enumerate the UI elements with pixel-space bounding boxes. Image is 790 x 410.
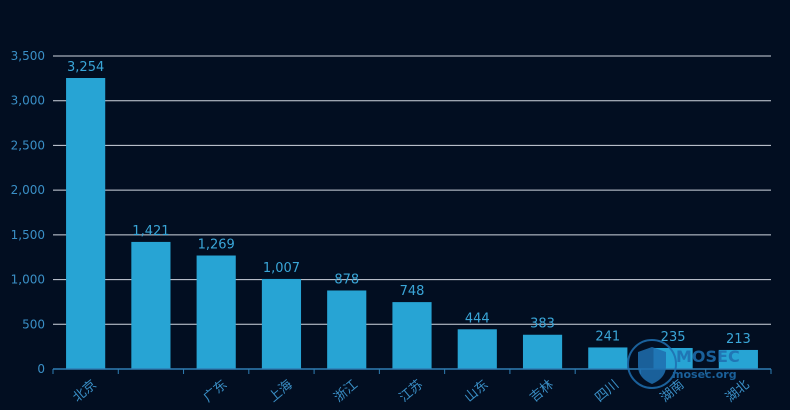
bar bbox=[392, 302, 432, 369]
y-tick-label: 0 bbox=[37, 362, 45, 376]
data-label: 383 bbox=[530, 317, 555, 332]
bar bbox=[196, 255, 236, 369]
y-axis-ticks: 0 500 1,000 1,500 2,000 2,500 3,000 3,500 bbox=[11, 49, 45, 376]
y-tick-label: 3,000 bbox=[11, 94, 45, 108]
bars bbox=[66, 77, 758, 370]
bar bbox=[457, 329, 497, 369]
y-tick-label: 500 bbox=[22, 317, 45, 331]
data-labels: 3,254 1,421 1,269 1,007 878 748 444 383 241 235 21… bbox=[67, 60, 751, 347]
data-label: 3,254 bbox=[67, 60, 104, 75]
x-category-label: 上海 bbox=[266, 377, 296, 405]
x-category-label: 广东 bbox=[201, 377, 231, 405]
x-category-label: 江苏 bbox=[396, 377, 426, 406]
y-tick-label: 2,000 bbox=[11, 183, 45, 197]
bar bbox=[588, 347, 628, 369]
data-label: 444 bbox=[465, 311, 490, 326]
x-category-label: 吉林 bbox=[527, 377, 557, 405]
watermark-url: mosec.org bbox=[672, 368, 737, 381]
watermark-ring bbox=[627, 339, 677, 389]
y-tick-label: 1,000 bbox=[11, 273, 45, 287]
bar bbox=[261, 278, 302, 369]
data-label: 1,421 bbox=[132, 224, 169, 239]
watermark-brand: MOSEC bbox=[676, 347, 740, 366]
x-category-label: 四川 bbox=[592, 377, 622, 405]
data-label: 748 bbox=[400, 284, 425, 299]
x-category-label: 北京 bbox=[70, 377, 100, 405]
watermark: MOSEC mosec.org bbox=[627, 339, 740, 389]
data-label: 213 bbox=[726, 332, 751, 347]
x-category-label: 浙江 bbox=[331, 377, 361, 405]
bar bbox=[131, 241, 171, 369]
y-tick-label: 1,500 bbox=[11, 228, 45, 242]
bar bbox=[327, 290, 367, 369]
data-label: 878 bbox=[334, 272, 359, 287]
bar bbox=[718, 349, 758, 369]
grid-lines bbox=[53, 55, 771, 325]
bar bbox=[522, 334, 563, 369]
x-category-label: 山东 bbox=[462, 377, 492, 405]
data-label: 1,007 bbox=[263, 261, 300, 276]
shield-icon bbox=[638, 347, 666, 384]
data-label: 241 bbox=[595, 329, 620, 344]
y-tick-label: 3,500 bbox=[11, 49, 45, 63]
y-tick-label: 2,500 bbox=[11, 138, 45, 152]
x-category-label: 湖北 bbox=[723, 377, 753, 405]
data-label: 235 bbox=[661, 330, 686, 345]
data-label: 1,269 bbox=[198, 238, 235, 253]
bar bbox=[66, 77, 106, 370]
